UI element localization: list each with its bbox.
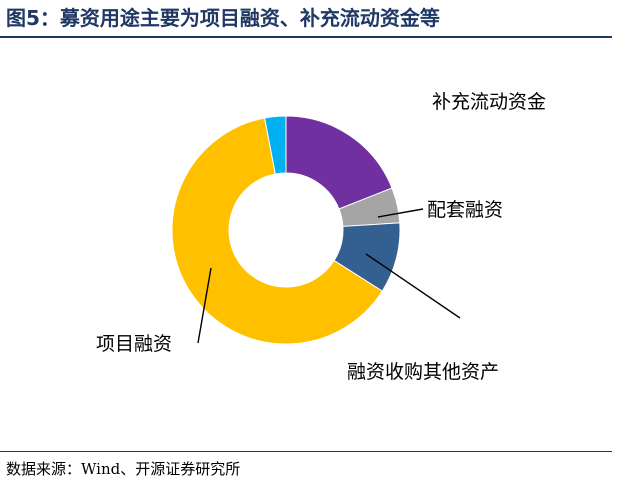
source-note: 数据来源：Wind、开源证券研究所 [6,460,241,478]
source-rule [0,451,612,452]
slice-5 [264,115,287,175]
figure-title: 图5：募资用途主要为项目融资、补充流动资金等 [6,6,440,30]
leader-line-2 [377,208,424,218]
leader-line-4 [197,267,212,344]
slice-1 [285,115,393,210]
donut-slices [171,115,401,345]
title-rule [0,36,612,38]
slice-label-1: 补充流动资金 [432,91,546,113]
slice-label-4: 项目融资 [96,333,172,355]
leader-line-3 [365,253,461,319]
leader-lines [197,208,461,344]
slice-label-3: 融资收购其他资产 [347,361,499,383]
slice-4 [171,117,383,345]
slice-label-2: 配套融资 [427,199,503,221]
